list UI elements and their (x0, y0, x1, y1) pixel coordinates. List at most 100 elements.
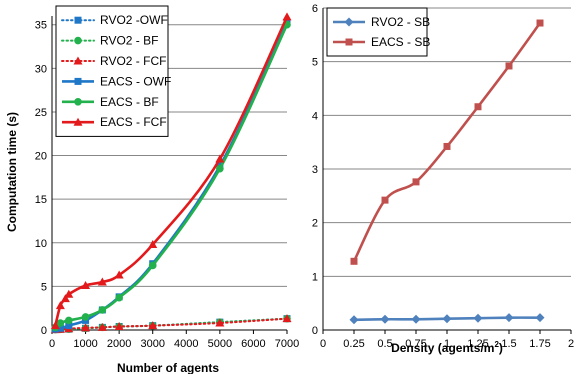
x-tick-label: 1000 (73, 338, 97, 350)
data-point-eacs-fcf (50, 321, 60, 330)
data-point-eacs-fcf (81, 281, 91, 290)
legend-marker-rvo2-owf (74, 16, 82, 24)
data-point-eacs-fcf (55, 301, 65, 310)
right-legend: RVO2 - SB EACS - SB (326, 7, 430, 57)
x-tick-label: 1.25 (467, 338, 488, 350)
legend-label-rvo2-sb: RVO2 - SB (371, 15, 430, 29)
legend-marker-rvo2-fcf (73, 56, 83, 65)
left-y-axis-title: Computation time (s) (5, 112, 19, 232)
data-point-eacs-sb (412, 178, 420, 186)
data-point-rvo2-sb (380, 314, 390, 324)
legend-label-eacs-bf: EACS - BF (100, 95, 159, 109)
x-tick-label: 2 (568, 338, 574, 350)
data-point-eacs-owf (65, 322, 73, 330)
x-tick-label: 4000 (174, 338, 198, 350)
x-tick-label: 7000 (275, 338, 299, 350)
y-tick-label: 15 (35, 194, 47, 206)
data-point-rvo2-sb (349, 315, 359, 325)
legend-marker-eacs-fcf (73, 117, 83, 126)
data-point-eacs-sb (474, 103, 482, 111)
y-tick-label: 4 (312, 110, 318, 122)
right-axes (322, 8, 572, 334)
x-tick-label: 1.5 (501, 338, 516, 350)
data-point-eacs-fcf (97, 277, 107, 286)
data-point-eacs-sb (443, 142, 451, 150)
y-tick-label: 1 (312, 271, 318, 283)
data-point-eacs-sb (381, 196, 389, 204)
legend-label-eacs-sb: EACS - SB (371, 35, 430, 49)
right-x-axis-title-sup: 2 (494, 340, 499, 349)
legend-box (55, 5, 169, 137)
data-point-eacs-fcf (215, 154, 225, 163)
data-point-eacs-bf (148, 261, 157, 270)
legend-marker-eacs-owf (74, 77, 82, 85)
y-tick-label: 6 (312, 3, 318, 15)
data-point-rvo2-fcf (114, 322, 124, 331)
data-point-rvo2-sb (442, 314, 452, 324)
y-tick-label: 0 (41, 325, 47, 337)
y-tick-label: 20 (35, 151, 47, 163)
y-tick-label: 5 (41, 281, 47, 293)
y-tick-label: 3 (312, 164, 318, 176)
right-series (349, 19, 545, 325)
right-tick-labels: 0 1 2 3 4 5 6 0 0.25 0.5 0.75 1 1.25 1.5 1.75 2 (312, 3, 574, 350)
legend-marker-eacs-sb (345, 38, 353, 46)
y-tick-label: 35 (35, 20, 47, 32)
y-tick-label: 10 (35, 238, 47, 250)
x-tick-label: 1.75 (529, 338, 550, 350)
x-tick-label: 2000 (107, 338, 131, 350)
right-x-axis-title-main: Density (agents/m (391, 341, 494, 355)
data-point-rvo2-fcf (97, 322, 107, 331)
x-tick-label: 0.75 (405, 338, 426, 350)
left-legend: RVO2 -OWF RVO2 - BF RVO2 - FCF EACS - OWF EA… (55, 5, 171, 137)
legend-box (326, 7, 428, 57)
left-chart: 0 5 10 15 20 25 30 35 0 1000 2000 3000 4000 5000 6000 7… (5, 5, 299, 374)
x-tick-label: 0.25 (343, 338, 364, 350)
x-tick-label: 0.5 (377, 338, 392, 350)
data-point-eacs-bf (98, 306, 107, 314)
data-point-rvo2-fcf (148, 321, 158, 330)
data-point-eacs-fcf (148, 240, 158, 249)
data-point-rvo2-fcf (282, 314, 292, 323)
x-tick-label: 0 (320, 338, 326, 350)
data-point-eacs-fcf (64, 289, 74, 298)
right-x-axis-title: Density (agents/m2) (391, 340, 503, 355)
legend-label-rvo2-owf: RVO2 -OWF (100, 13, 168, 27)
data-point-eacs-sb (505, 62, 513, 70)
y-tick-label: 25 (35, 107, 47, 119)
y-tick-label: 0 (312, 325, 318, 337)
right-chart: 0 1 2 3 4 5 6 0 0.25 0.5 0.75 1 1.25 1.5 1.75 2 Density… (312, 3, 574, 355)
data-point-eacs-bf (64, 316, 73, 325)
y-tick-label: 30 (35, 63, 47, 75)
data-point-eacs-bf (115, 293, 123, 302)
x-tick-label: 1 (444, 338, 450, 350)
series-line-rvo2-bf (54, 317, 288, 331)
legend-marker-rvo2-bf (74, 36, 82, 45)
data-point-rvo2-sb (473, 313, 483, 323)
legend-marker-eacs-bf (74, 98, 82, 106)
x-tick-label: 0 (49, 338, 55, 350)
data-point-rvo2-fcf (215, 318, 225, 327)
legend-label-eacs-owf: EACS - OWF (100, 74, 171, 88)
left-x-axis-title: Number of agents (117, 361, 219, 374)
legend-marker-rvo2-sb (344, 17, 354, 27)
left-tick-labels: 0 5 10 15 20 25 30 35 0 1000 2000 3000 4000 5000 6000 7… (35, 20, 299, 350)
data-point-eacs-bf (216, 164, 224, 173)
legend-label-rvo2-fcf: RVO2 - FCF (100, 54, 166, 68)
data-point-eacs-bf (81, 313, 90, 321)
data-point-rvo2-fcf (81, 323, 91, 332)
data-point-eacs-fcf (60, 294, 70, 303)
legend-label-eacs-fcf: EACS - FCF (100, 115, 167, 129)
data-point-rvo2-sb (411, 314, 421, 324)
y-tick-label: 5 (312, 57, 318, 69)
data-point-eacs-owf (56, 324, 64, 332)
data-point-eacs-fcf (114, 270, 124, 279)
data-point-rvo2-sb (504, 313, 514, 323)
y-tick-label: 2 (312, 218, 318, 230)
x-tick-label: 6000 (241, 338, 265, 350)
right-x-axis-title-end: ) (499, 341, 503, 355)
legend-label-rvo2-bf: RVO2 - BF (100, 34, 158, 48)
data-point-eacs-sb (536, 19, 544, 27)
data-point-rvo2-sb (535, 313, 545, 323)
